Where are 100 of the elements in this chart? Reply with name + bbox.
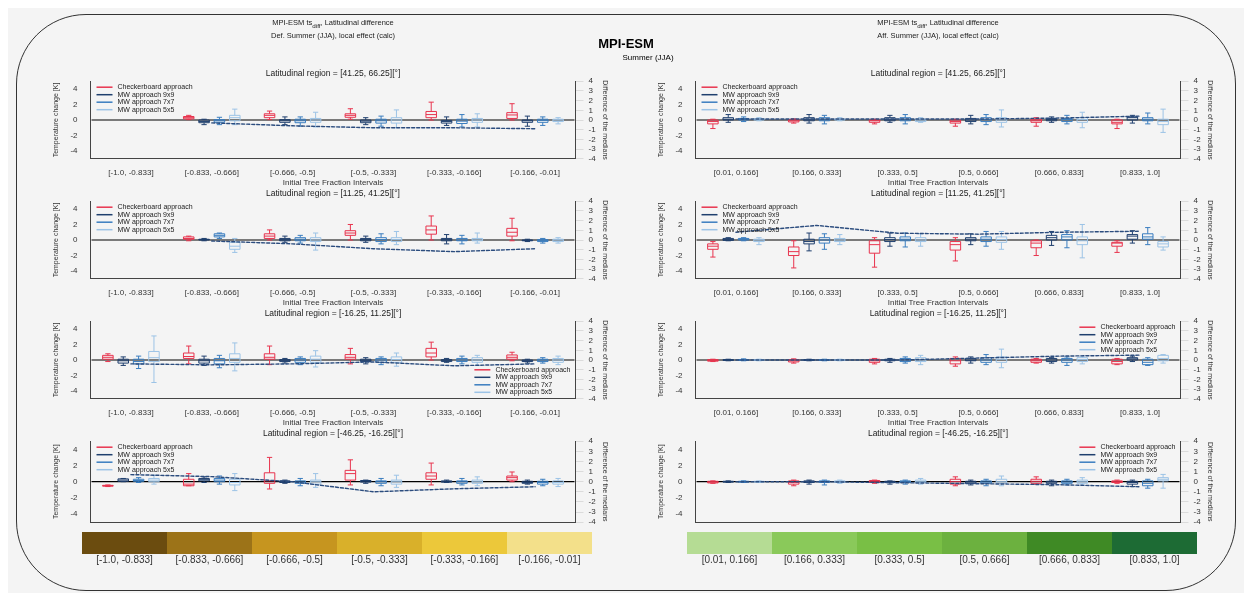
y2-tick-label: 0 [1193,235,1199,245]
x-tick-label: [0.5, 0.666] [958,407,999,417]
y2-tick-label: 4 [1193,316,1199,326]
x-tick-label: [-0.5, -0.333] [350,167,397,177]
category-label: [0.666, 0.833] [1038,554,1101,565]
y-tick-label: -2 [675,130,684,140]
y-tick-label: 4 [678,204,684,214]
y2-tick-label: 3 [1193,446,1199,456]
y2-tick-label: 0 [588,476,594,486]
chart-title: Latitudinal region = [-16.25, 11.25][°] [869,308,1007,319]
y-tick-label: -4 [70,266,79,276]
category-label: [-0.5, -0.333] [351,554,408,565]
x-tick-label: [-0.833, -0.666] [184,167,239,177]
y2-tick-label: 3 [1193,86,1199,96]
x-tick-label: [-0.333, -0.166] [427,287,482,297]
x-axis-title: Initial Tree Fraction Intervals [282,298,384,308]
y2-tick-label: 1 [1193,345,1199,355]
category-label: [-0.833, -0.666] [175,554,244,565]
x-tick-label: [-0.5, -0.333] [350,287,397,297]
x-tick-label: [-0.833, -0.666] [184,407,239,417]
y-tick-label: 4 [678,84,684,94]
y2-tick-label: 3 [588,206,594,216]
x-tick-label: [0.666, 0.833] [1034,167,1084,177]
x-tick-label: [-0.333, -0.166] [427,407,482,417]
y2-tick-label: -4 [1193,154,1202,163]
y2-tick-label: 2 [588,456,594,466]
x-tick-label: [-0.666, -0.5] [269,167,316,177]
x-tick-label: [-1.0, -0.833] [108,287,154,297]
y-tick-label: -2 [70,130,79,140]
x-tick-label: [-0.166, -0.01] [510,287,560,297]
y2-tick-label: -3 [1193,264,1202,274]
x-tick-label: [-0.166, -0.01] [510,167,560,177]
y-tick-label: 0 [678,355,684,365]
text: Summer (JJA) [621,53,675,62]
chart-title: Latitudinal region = [-46.25, -16.25][°] [262,428,404,439]
y2-tick-label: 2 [588,335,594,345]
x-tick-label: [0.333, 0.5] [877,407,918,417]
y2-tick-label: 3 [1193,206,1199,216]
y2-tick-label: -2 [1193,497,1202,507]
x-tick-label: [-0.666, -0.5] [269,287,316,297]
y2-tick-label: -3 [1193,144,1202,154]
category-label: [-1.0, -0.833] [96,554,153,565]
y2-tick-label: 3 [1193,326,1199,336]
x-axis-title: Initial Tree Fraction Intervals [887,298,989,308]
y-tick-label: -2 [675,370,684,380]
y2-tick-label: -3 [1193,507,1202,517]
y-tick-label: 2 [73,339,79,349]
chart-title: Latitudinal region = [-16.25, 11.25][°] [264,308,402,319]
y2-tick-label: 1 [588,466,594,476]
chart-title: Latitudinal region = [41.25, 66.25][°] [265,68,401,79]
y2-tick-label: 2 [1193,456,1199,466]
x-tick-label: [0.333, 0.5] [877,167,918,177]
x-tick-label: [-1.0, -0.833] [108,407,154,417]
y2-tick-label: 1 [588,105,594,115]
x-tick-label: [0.166, 0.333] [792,167,842,177]
y2-tick-label: 4 [588,436,594,446]
y-tick-label: 0 [73,476,79,486]
y-tick-label: 4 [73,324,79,334]
y2-tick-label: -4 [588,517,597,527]
x-tick-label: [-0.666, -0.5] [269,407,316,417]
y2-tick-label: -2 [588,374,597,384]
category-label: [0.166, 0.333] [783,554,846,565]
x-axis-title: Initial Tree Fraction Intervals [282,178,384,188]
y2-tick-label: 2 [1193,335,1199,345]
y2-tick-label: 2 [1193,215,1199,225]
y2-tick-label: -2 [1193,254,1202,264]
y2-tick-label: 2 [588,215,594,225]
y2-tick-label: -3 [588,384,597,394]
y-tick-label: -2 [675,250,684,260]
x-tick-label: [-1.0, -0.833] [108,167,154,177]
y-tick-label: 0 [73,115,79,125]
x-tick-label: [0.666, 0.833] [1034,407,1084,417]
y-tick-label: -4 [70,386,79,396]
chart-title: Latitudinal region = [-46.25, -16.25][°] [867,428,1009,439]
x-tick-label: [0.01, 0.166] [713,407,759,417]
x-axis-title: Initial Tree Fraction Intervals [887,418,989,428]
y2-tick-label: 3 [588,86,594,96]
x-axis-title: Initial Tree Fraction Intervals [887,178,989,188]
y-tick-label: 2 [678,339,684,349]
y2-tick-label: 0 [588,235,594,245]
y2-tick-label: 4 [588,196,594,206]
y-tick-label: -2 [675,493,684,503]
x-tick-label: [-0.833, -0.666] [184,287,239,297]
y2-tick-label: -1 [1193,487,1202,497]
x-tick-label: [-0.166, -0.01] [510,407,560,417]
category-label: [0.333, 0.5] [874,554,925,565]
y-tick-label: -4 [675,146,684,156]
y2-tick-label: 1 [1193,466,1199,476]
y-tick-label: 4 [73,444,79,454]
y-tick-label: 0 [678,235,684,245]
x-tick-label: [0.5, 0.666] [958,287,999,297]
y2-tick-label: -1 [588,487,597,497]
y-tick-label: 2 [678,99,684,109]
category-label: [0.833, 1.0] [1129,554,1180,565]
x-tick-label: [0.666, 0.833] [1034,287,1084,297]
y2-tick-label: 4 [1193,76,1199,86]
y2-tick-label: -4 [588,394,597,403]
y-tick-label: 0 [73,235,79,245]
y2-tick-label: -2 [1193,374,1202,384]
x-tick-label: [0.5, 0.666] [958,167,999,177]
